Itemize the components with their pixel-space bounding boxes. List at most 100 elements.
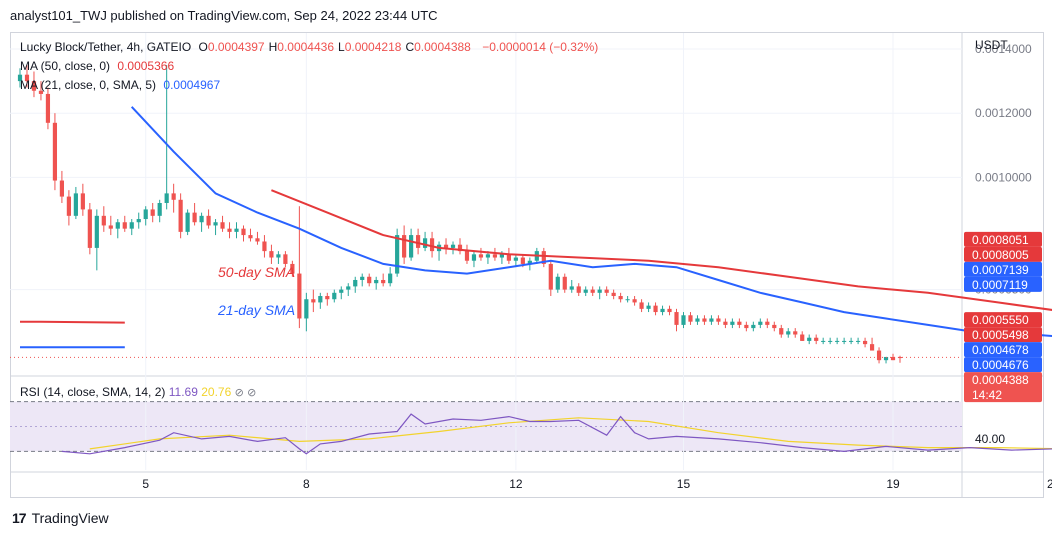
candle-body	[339, 289, 344, 293]
price-tag	[964, 231, 1042, 247]
candle-body	[122, 222, 127, 229]
candle-body	[164, 193, 169, 203]
candle-body	[869, 344, 875, 351]
tradingview-logo-icon: 17	[12, 510, 27, 526]
price-tag	[964, 327, 1042, 343]
candle-body	[576, 286, 581, 293]
annotation-sma21: 21-day SMA	[218, 302, 296, 318]
candle-body	[52, 122, 58, 181]
price-tag-text: 0.0004678	[972, 343, 1029, 357]
candle-body	[136, 219, 141, 223]
visibility-icon[interactable]: ⊘	[247, 387, 257, 399]
price-tag-text: 0.0008051	[972, 233, 1029, 247]
price-tag-text: 0.0007119	[972, 278, 1028, 292]
price-tag-text: 0.0008005	[972, 248, 1029, 262]
candle-body	[353, 279, 358, 287]
candle-body	[695, 318, 700, 322]
legend-ma21-label: MA (21, close, 0, SMA, 5)	[20, 78, 157, 92]
candle-body	[395, 235, 400, 274]
footer-brand[interactable]: 17 TradingView	[12, 510, 109, 526]
candle-body	[297, 273, 302, 319]
candle-body	[374, 279, 379, 284]
visibility-icon[interactable]: ⊘	[234, 387, 244, 399]
candle-body	[255, 238, 260, 242]
brand-name: TradingView	[31, 510, 109, 526]
candle-body	[262, 241, 267, 252]
candle-body	[283, 254, 288, 264]
candle-body	[66, 196, 71, 216]
legend-change: −0.0000014 (−0.32%)	[482, 40, 599, 54]
candle-body	[667, 308, 672, 313]
candle-body	[311, 299, 316, 303]
x-tick-label: 19	[886, 477, 900, 491]
rsi-label: RSI (14, close, SMA, 14, 2)	[20, 385, 166, 399]
candle-body	[492, 254, 498, 258]
candle-body	[632, 299, 637, 303]
candle-body	[821, 340, 826, 342]
candle-body	[143, 209, 148, 220]
ma50-line	[20, 189, 1052, 324]
candle-body	[828, 340, 833, 342]
candle-body	[478, 254, 484, 258]
price-tag	[964, 357, 1042, 373]
price-tag	[964, 372, 1042, 403]
legend-ma50-row[interactable]: MA (50, close, 0) 0.0005366	[20, 59, 178, 73]
candle-body	[890, 356, 896, 361]
candle-body	[367, 276, 372, 284]
ohlc-key: C	[405, 40, 415, 54]
y-tick-label: 0.0014000	[975, 42, 1032, 56]
candle-body	[450, 244, 456, 248]
legend-ma21-row[interactable]: MA (21, close, 0, SMA, 5) 0.0004967	[20, 78, 224, 92]
candle-body	[269, 251, 274, 258]
candle-body	[31, 81, 37, 91]
candle-body	[45, 93, 51, 123]
candle-body	[150, 209, 155, 216]
candle-body	[185, 212, 190, 232]
candle-body	[73, 193, 78, 216]
rsi-legend[interactable]: RSI (14, close, SMA, 14, 2) 11.69 20.76 …	[20, 385, 256, 399]
legend-ma50-label: MA (50, close, 0)	[20, 59, 111, 73]
x-tick-label: 5	[142, 477, 149, 491]
legend-symbol[interactable]: Lucky Block/Tether, 4h, GATEIO	[20, 40, 192, 54]
legend-symbol-row: Lucky Block/Tether, 4h, GATEIO O0.000439…	[20, 40, 602, 54]
candle-body	[499, 254, 504, 258]
candle-body	[422, 238, 428, 248]
candle-body	[737, 321, 742, 325]
candle-body	[464, 251, 470, 261]
legend-ma21-value: 0.0004967	[163, 78, 221, 92]
candle-body	[800, 334, 805, 341]
price-tag	[964, 261, 1042, 277]
price-tag-text: 0.0007139	[972, 263, 1029, 277]
x-tick-label: 8	[303, 477, 310, 491]
candle-body	[702, 318, 707, 322]
y-tick-label: 0.0010000	[975, 170, 1032, 184]
price-tag-text: 0.0004676	[972, 358, 1029, 372]
candle-body	[876, 350, 882, 361]
candle-body	[38, 90, 44, 94]
ohlc-value: 0.0004218	[344, 40, 402, 54]
candle-body	[835, 340, 840, 342]
candle-body	[17, 74, 23, 82]
candle-body	[192, 212, 197, 223]
rsi-tick-label: 40.00	[975, 432, 1005, 446]
candle-body	[241, 228, 246, 236]
candle-body	[681, 315, 686, 325]
candle-body	[409, 235, 414, 258]
candle-body	[443, 244, 449, 248]
candle-body	[87, 209, 92, 248]
candle-body	[527, 260, 532, 264]
candle-body	[653, 305, 658, 313]
candle-body	[304, 299, 309, 319]
candle-body	[590, 289, 595, 293]
candle-body	[779, 328, 784, 335]
candle-body	[157, 203, 162, 216]
candle-body	[807, 337, 812, 341]
candle-body	[178, 199, 183, 232]
candle-body	[597, 289, 602, 293]
price-tag	[964, 342, 1042, 358]
candle-body	[332, 292, 337, 300]
candle-body	[674, 312, 679, 325]
candle-body	[744, 324, 749, 329]
candle-body	[646, 305, 651, 309]
